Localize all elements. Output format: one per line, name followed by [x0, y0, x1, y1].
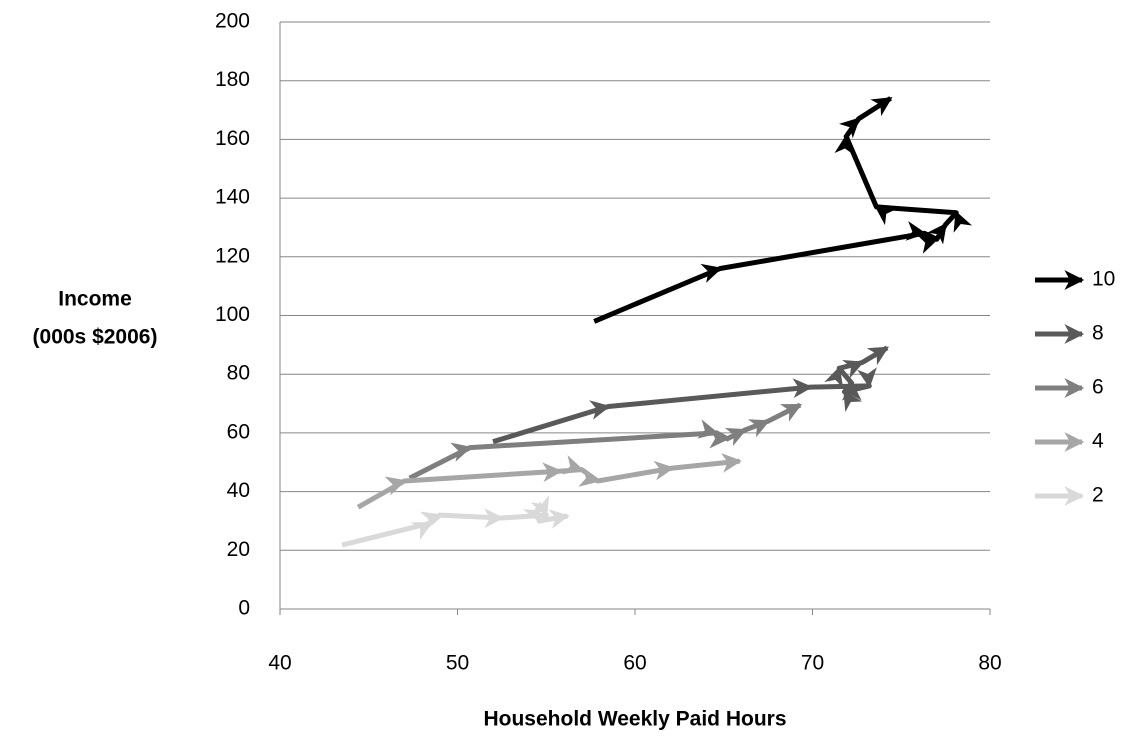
y-tick-label: 100 [215, 303, 250, 326]
y-tick-label: 20 [227, 538, 250, 561]
x-tick-label: 70 [801, 652, 824, 675]
y-tick-label: 40 [227, 479, 250, 502]
y-axis-title: Income [58, 288, 132, 311]
x-tick-label: 50 [446, 652, 469, 675]
series-line [593, 96, 972, 324]
series-line [492, 345, 889, 445]
y-tick-label: 0 [238, 597, 250, 620]
y-tick-label: 60 [227, 420, 250, 443]
legend-label: 4 [1092, 430, 1104, 453]
y-tick-label: 200 [215, 10, 250, 33]
legend-label: 10 [1092, 268, 1115, 291]
legend-label: 2 [1092, 484, 1104, 507]
y-axis-title: (000s $2006) [33, 326, 158, 349]
y-tick-label: 140 [215, 186, 250, 209]
x-axis-title: Household Weekly Paid Hours [483, 708, 786, 731]
y-tick-label: 180 [215, 68, 250, 91]
x-tick-label: 60 [623, 652, 646, 675]
x-tick-label: 80 [978, 652, 1001, 675]
x-tick-label: 40 [268, 652, 291, 675]
legend-label: 6 [1092, 376, 1104, 399]
y-tick-label: 80 [227, 362, 250, 385]
series-line [408, 402, 803, 481]
series-line [356, 453, 742, 510]
legend-label: 8 [1092, 322, 1104, 345]
y-tick-label: 120 [215, 244, 250, 267]
y-tick-label: 160 [215, 127, 250, 150]
series-line [341, 495, 570, 548]
